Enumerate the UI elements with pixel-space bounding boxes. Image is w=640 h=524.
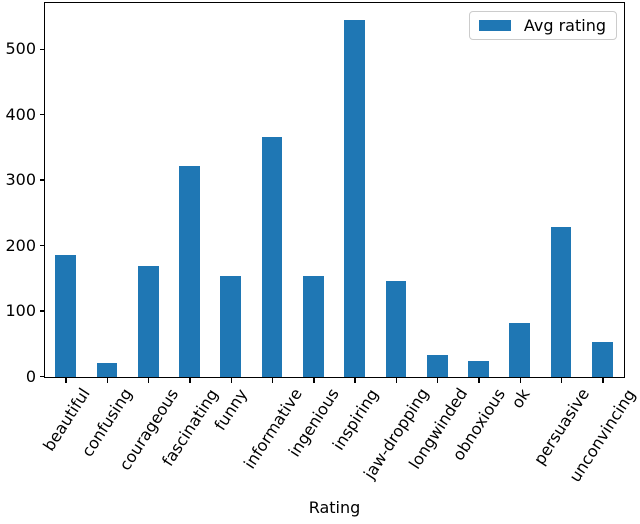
legend-label: Avg rating [523, 15, 606, 35]
x-tick-mark [354, 378, 356, 383]
y-tick-label-300: 300 [5, 170, 36, 190]
x-tick-label-ok: ok [507, 384, 534, 412]
x-tick-mark [106, 378, 109, 383]
bar-funny [220, 275, 242, 377]
y-tick-label-500: 500 [5, 39, 36, 59]
x-tick-mark [395, 378, 398, 383]
plot-area: Avg rating [44, 2, 625, 378]
legend: Avg rating [468, 11, 617, 40]
y-tick-mark [39, 48, 44, 50]
x-axis-title: Rating [308, 498, 361, 517]
y-tick-mark [39, 310, 44, 312]
bar-informative [261, 136, 283, 377]
bar-ingenious [303, 276, 324, 377]
bars-layer [45, 3, 624, 377]
bar-confusing [96, 363, 118, 377]
x-tick-mark [602, 378, 604, 383]
y-tick-mark [39, 179, 44, 181]
bar-inspiring [344, 19, 365, 377]
x-tick-mark [313, 378, 315, 383]
x-tick-mark [519, 378, 521, 383]
bar-unconvincing [592, 342, 613, 377]
x-tick-mark [148, 378, 150, 383]
x-tick-mark [65, 378, 67, 383]
x-tick-mark [560, 378, 563, 383]
y-tick-mark [39, 375, 44, 378]
bar-ok [509, 323, 531, 377]
bar-obnoxious [468, 361, 489, 377]
y-tick-label-400: 400 [5, 104, 36, 124]
bar-fascinating [179, 166, 200, 377]
x-tick-mark [189, 378, 191, 383]
y-tick-mark [39, 114, 44, 116]
x-tick-mark [437, 378, 439, 383]
x-tick-mark [271, 378, 274, 383]
y-tick-label-0: 0 [25, 366, 36, 386]
y-tick-mark [39, 244, 44, 247]
y-tick-label-100: 100 [5, 301, 36, 321]
x-tick-mark [478, 378, 480, 383]
bar-jaw-dropping [385, 280, 407, 377]
bar-longwinded [426, 355, 448, 377]
x-tick-mark [230, 378, 232, 383]
bar-beautiful [55, 255, 76, 377]
bar-courageous [137, 266, 159, 377]
bar-persuasive [550, 226, 572, 377]
y-tick-label-200: 200 [5, 235, 36, 255]
legend-swatch-icon [478, 20, 511, 31]
